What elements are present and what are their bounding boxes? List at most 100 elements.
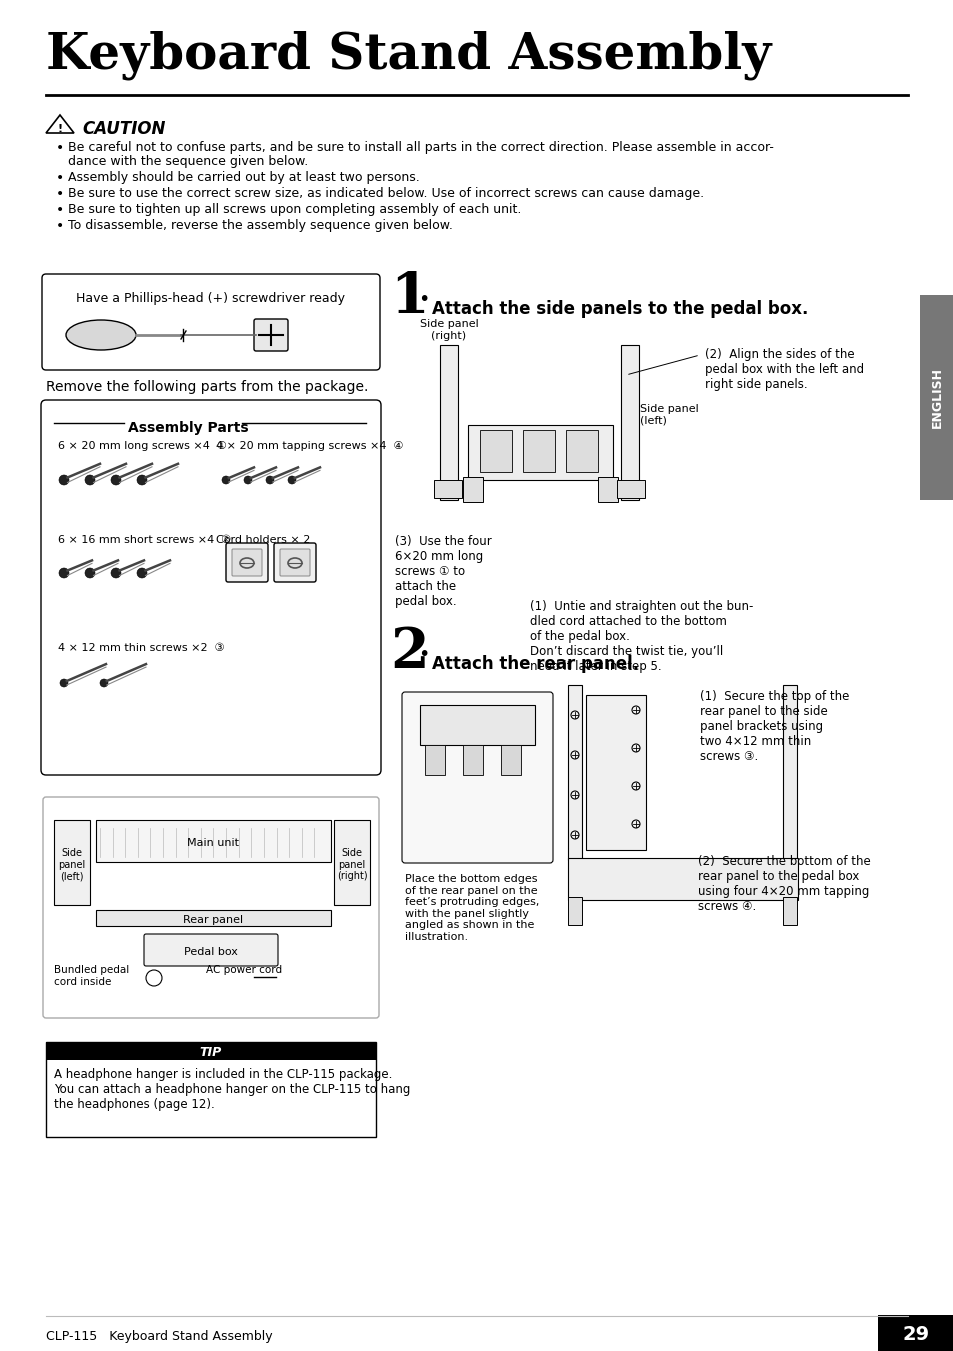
Bar bbox=[96, 820, 331, 862]
Text: •: • bbox=[56, 219, 64, 232]
Bar bbox=[434, 480, 461, 499]
Bar bbox=[46, 1042, 375, 1061]
Text: (3)  Use the four
6×20 mm long
screws ① to
attach the
pedal box.: (3) Use the four 6×20 mm long screws ① t… bbox=[395, 535, 491, 608]
Text: Be careful not to confuse parts, and be sure to install all parts in the correct: Be careful not to confuse parts, and be … bbox=[68, 141, 773, 154]
Text: Main unit: Main unit bbox=[188, 838, 239, 848]
Bar bbox=[919, 295, 953, 500]
Text: Keyboard Stand Assembly: Keyboard Stand Assembly bbox=[46, 30, 771, 80]
Ellipse shape bbox=[66, 320, 136, 350]
Text: •: • bbox=[56, 186, 64, 201]
Circle shape bbox=[111, 567, 121, 578]
Text: (1)  Untie and straighten out the bun-
dled cord attached to the bottom
of the p: (1) Untie and straighten out the bun- dl… bbox=[530, 600, 753, 673]
Circle shape bbox=[137, 476, 147, 485]
Text: Side
panel
(right): Side panel (right) bbox=[336, 848, 367, 881]
Circle shape bbox=[288, 476, 295, 484]
Text: •: • bbox=[56, 141, 64, 155]
Circle shape bbox=[111, 476, 121, 485]
Circle shape bbox=[266, 476, 274, 484]
Text: Remove the following parts from the package.: Remove the following parts from the pack… bbox=[46, 380, 368, 394]
Bar bbox=[567, 858, 797, 900]
Text: dance with the sequence given below.: dance with the sequence given below. bbox=[68, 155, 308, 168]
FancyBboxPatch shape bbox=[280, 549, 310, 576]
Text: To disassemble, reverse the assembly sequence given below.: To disassemble, reverse the assembly seq… bbox=[68, 219, 453, 232]
Circle shape bbox=[137, 567, 147, 578]
Text: Have a Phillips-head (+) screwdriver ready: Have a Phillips-head (+) screwdriver rea… bbox=[76, 292, 345, 305]
Bar bbox=[334, 820, 370, 905]
Text: Side panel
(right): Side panel (right) bbox=[419, 319, 477, 340]
Bar bbox=[565, 430, 598, 471]
Text: 1: 1 bbox=[390, 270, 428, 326]
Text: 6 × 16 mm short screws ×4  ②: 6 × 16 mm short screws ×4 ② bbox=[58, 535, 231, 544]
Text: TIP: TIP bbox=[200, 1046, 222, 1058]
Circle shape bbox=[100, 680, 108, 688]
Text: Pedal box: Pedal box bbox=[184, 947, 237, 957]
Text: A headphone hanger is included in the CLP-115 package.
You can attach a headphon: A headphone hanger is included in the CL… bbox=[54, 1069, 410, 1111]
Bar bbox=[782, 685, 796, 861]
Text: (1)  Secure the top of the
rear panel to the side
panel brackets using
two 4×12 : (1) Secure the top of the rear panel to … bbox=[700, 690, 848, 763]
Circle shape bbox=[85, 476, 95, 485]
Circle shape bbox=[222, 476, 230, 484]
Bar bbox=[598, 477, 618, 503]
Bar bbox=[462, 744, 482, 775]
Bar bbox=[54, 820, 90, 905]
Text: Side
panel
(left): Side panel (left) bbox=[58, 848, 86, 881]
Text: Rear panel: Rear panel bbox=[183, 915, 243, 925]
Text: Attach the rear panel.: Attach the rear panel. bbox=[432, 655, 639, 673]
Text: 6 × 20 mm long screws ×4  ①: 6 × 20 mm long screws ×4 ① bbox=[58, 440, 227, 451]
Circle shape bbox=[59, 476, 69, 485]
Bar bbox=[46, 1042, 375, 1138]
Text: •: • bbox=[56, 203, 64, 218]
Text: AC power cord: AC power cord bbox=[206, 965, 282, 975]
FancyBboxPatch shape bbox=[144, 934, 277, 966]
Circle shape bbox=[60, 680, 68, 688]
Circle shape bbox=[85, 567, 95, 578]
Text: 4 × 20 mm tapping screws ×4  ④: 4 × 20 mm tapping screws ×4 ④ bbox=[215, 440, 403, 451]
Bar bbox=[424, 744, 444, 775]
FancyBboxPatch shape bbox=[274, 543, 315, 582]
Text: 2: 2 bbox=[390, 626, 428, 680]
Bar bbox=[479, 430, 512, 471]
Text: Attach the side panels to the pedal box.: Attach the side panels to the pedal box. bbox=[432, 300, 807, 317]
Text: Place the bottom edges
of the rear panel on the
feet’s protruding edges,
with th: Place the bottom edges of the rear panel… bbox=[405, 874, 538, 942]
Bar bbox=[500, 744, 520, 775]
Text: Bundled pedal
cord inside: Bundled pedal cord inside bbox=[54, 965, 129, 986]
Text: (2)  Secure the bottom of the
rear panel to the pedal box
using four 4×20 mm tap: (2) Secure the bottom of the rear panel … bbox=[698, 855, 870, 913]
Circle shape bbox=[244, 476, 252, 484]
Bar bbox=[585, 694, 645, 850]
Text: Side panel
(left): Side panel (left) bbox=[639, 404, 698, 426]
Text: Assembly should be carried out by at least two persons.: Assembly should be carried out by at lea… bbox=[68, 172, 419, 184]
Text: Be sure to use the correct screw size, as indicated below. Use of incorrect scre: Be sure to use the correct screw size, a… bbox=[68, 186, 703, 200]
Circle shape bbox=[59, 567, 69, 578]
Text: CLP-115   Keyboard Stand Assembly: CLP-115 Keyboard Stand Assembly bbox=[46, 1329, 273, 1343]
Bar bbox=[419, 705, 535, 744]
Text: (2)  Align the sides of the
pedal box with the left and
right side panels.: (2) Align the sides of the pedal box wit… bbox=[704, 349, 863, 390]
FancyBboxPatch shape bbox=[226, 543, 268, 582]
Bar bbox=[468, 426, 613, 480]
Bar bbox=[439, 345, 457, 500]
Bar bbox=[620, 345, 639, 500]
Bar bbox=[522, 430, 555, 471]
FancyBboxPatch shape bbox=[253, 319, 288, 351]
Bar bbox=[567, 685, 581, 861]
Circle shape bbox=[146, 970, 162, 986]
Text: !: ! bbox=[57, 124, 63, 134]
Text: Assembly Parts: Assembly Parts bbox=[128, 422, 249, 435]
Text: •: • bbox=[417, 644, 429, 663]
Text: 29: 29 bbox=[902, 1324, 928, 1343]
Text: Be sure to tighten up all screws upon completing assembly of each unit.: Be sure to tighten up all screws upon co… bbox=[68, 203, 521, 216]
Text: CAUTION: CAUTION bbox=[82, 120, 165, 138]
Text: •: • bbox=[56, 172, 64, 185]
Text: Cord holders × 2: Cord holders × 2 bbox=[215, 535, 310, 544]
Bar bbox=[617, 480, 644, 499]
FancyBboxPatch shape bbox=[401, 692, 553, 863]
Bar bbox=[782, 897, 796, 925]
Polygon shape bbox=[46, 115, 74, 132]
Text: •: • bbox=[417, 290, 429, 309]
Text: ENGLISH: ENGLISH bbox=[929, 367, 943, 428]
Bar bbox=[462, 477, 482, 503]
Bar bbox=[877, 1315, 953, 1351]
Text: 4 × 12 mm thin screws ×2  ③: 4 × 12 mm thin screws ×2 ③ bbox=[58, 643, 224, 653]
FancyBboxPatch shape bbox=[232, 549, 262, 576]
Bar bbox=[567, 897, 581, 925]
Bar bbox=[96, 911, 331, 925]
